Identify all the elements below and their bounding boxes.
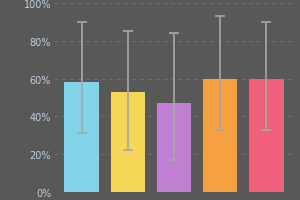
Bar [110,92,145,192]
Bar [64,83,99,192]
Bar [249,79,284,192]
Bar [203,79,238,192]
Bar [157,104,191,192]
